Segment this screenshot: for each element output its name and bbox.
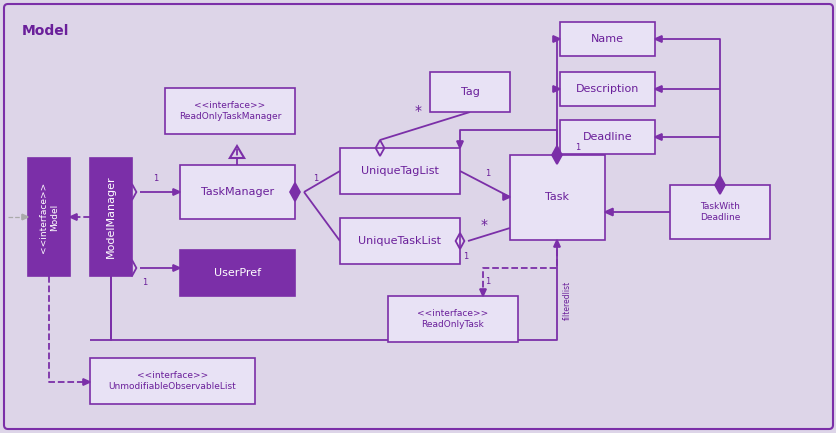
FancyBboxPatch shape — [430, 72, 509, 112]
Polygon shape — [70, 214, 77, 220]
Text: Model: Model — [22, 24, 69, 38]
Polygon shape — [173, 189, 180, 195]
Text: *: * — [414, 104, 421, 118]
Text: *: * — [480, 218, 487, 232]
Polygon shape — [502, 194, 509, 200]
Polygon shape — [552, 146, 561, 164]
Text: Name: Name — [590, 34, 624, 44]
Text: Deadline: Deadline — [582, 132, 631, 142]
Text: 1: 1 — [153, 174, 159, 183]
Polygon shape — [173, 265, 180, 271]
Polygon shape — [83, 379, 90, 385]
Polygon shape — [655, 86, 661, 92]
FancyBboxPatch shape — [339, 218, 460, 264]
FancyBboxPatch shape — [90, 158, 132, 276]
Text: filteredlist: filteredlist — [563, 281, 571, 320]
Text: Tag: Tag — [460, 87, 479, 97]
Text: 1: 1 — [463, 252, 468, 261]
Polygon shape — [553, 240, 559, 247]
FancyBboxPatch shape — [28, 158, 70, 276]
Text: TaskWith
Deadline: TaskWith Deadline — [699, 202, 739, 222]
Polygon shape — [290, 183, 299, 201]
Text: <<interface>>
ReadOnlyTask: <<interface>> ReadOnlyTask — [417, 309, 488, 329]
FancyBboxPatch shape — [669, 185, 769, 239]
Polygon shape — [655, 134, 661, 140]
Text: <<interface>>
UnmodifiableObservableList: <<interface>> UnmodifiableObservableList — [109, 371, 236, 391]
Text: Task: Task — [545, 193, 568, 203]
Text: ModelManager: ModelManager — [106, 176, 116, 259]
Polygon shape — [553, 86, 559, 92]
FancyBboxPatch shape — [559, 72, 655, 106]
FancyBboxPatch shape — [339, 148, 460, 194]
Polygon shape — [604, 208, 612, 216]
Text: 1: 1 — [142, 278, 147, 287]
FancyBboxPatch shape — [4, 4, 832, 429]
FancyBboxPatch shape — [388, 296, 517, 342]
FancyBboxPatch shape — [559, 120, 655, 154]
Text: 1: 1 — [313, 174, 318, 183]
Text: UserPref: UserPref — [214, 268, 261, 278]
Text: 1: 1 — [485, 169, 490, 178]
Text: 1: 1 — [484, 278, 490, 287]
Text: UniqueTagList: UniqueTagList — [360, 166, 438, 176]
Text: 1: 1 — [574, 143, 579, 152]
FancyBboxPatch shape — [165, 88, 294, 134]
FancyBboxPatch shape — [180, 250, 294, 296]
Text: UniqueTaskList: UniqueTaskList — [358, 236, 441, 246]
Text: <<interface>>
ReadOnlyTaskManager: <<interface>> ReadOnlyTaskManager — [179, 101, 281, 121]
Polygon shape — [456, 141, 462, 148]
FancyBboxPatch shape — [90, 358, 255, 404]
FancyBboxPatch shape — [559, 22, 655, 56]
Polygon shape — [714, 176, 724, 194]
Polygon shape — [479, 289, 486, 296]
Polygon shape — [22, 214, 28, 220]
Text: TaskManager: TaskManager — [201, 187, 273, 197]
Polygon shape — [553, 36, 559, 42]
FancyBboxPatch shape — [180, 165, 294, 219]
Text: <<interface>>
Model: <<interface>> Model — [39, 181, 59, 252]
Polygon shape — [655, 36, 661, 42]
FancyBboxPatch shape — [509, 155, 604, 240]
Text: Description: Description — [575, 84, 639, 94]
